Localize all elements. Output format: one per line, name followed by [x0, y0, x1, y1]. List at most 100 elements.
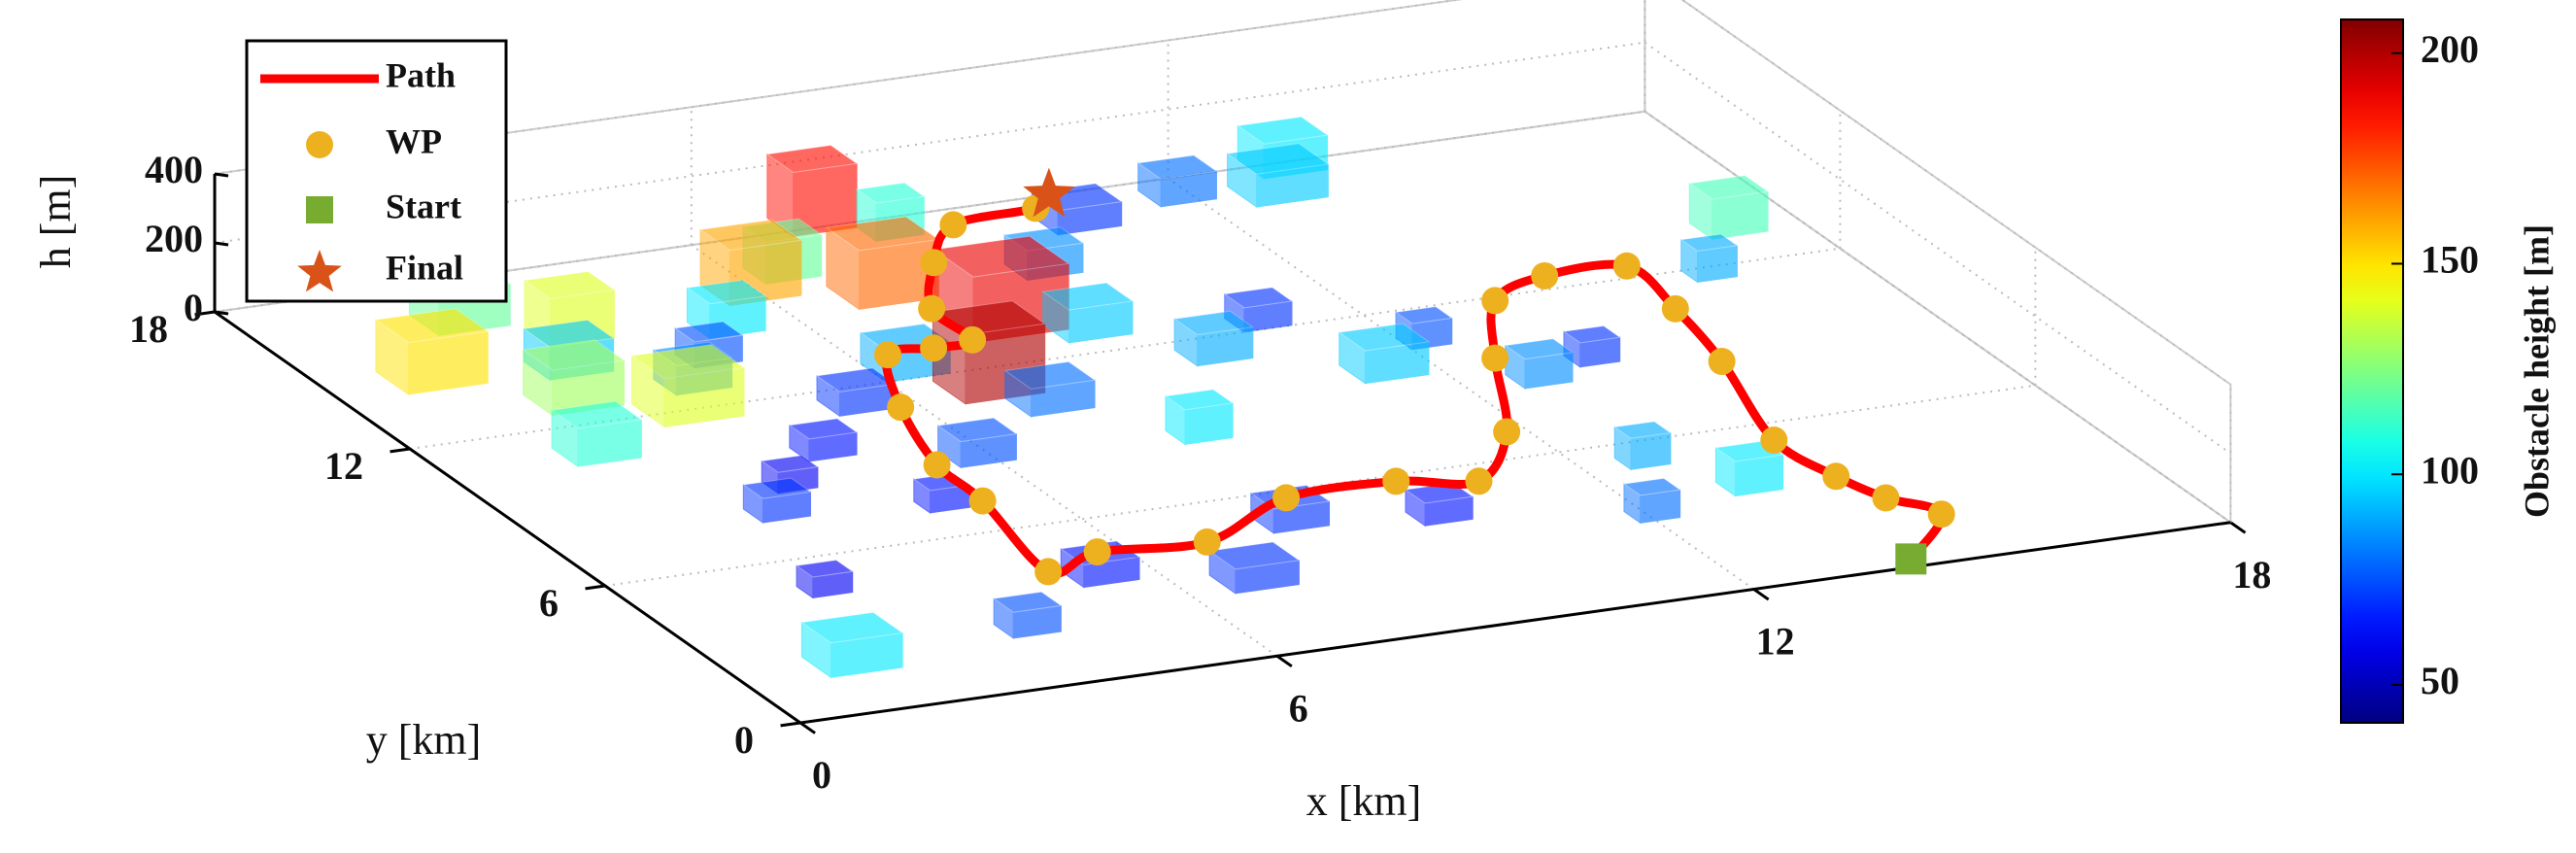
x-tick [2229, 521, 2247, 534]
y-tick-label: 0 [734, 718, 754, 762]
y-axis [214, 310, 801, 725]
obstacle [1622, 477, 1681, 525]
colorbar-tick-label: 100 [2421, 448, 2479, 492]
y-tick [780, 721, 801, 728]
legend-label: Start [386, 187, 461, 225]
waypoint [1612, 252, 1641, 280]
x-tick [1275, 655, 1293, 668]
colorbar-tick-label: 200 [2421, 27, 2479, 71]
obstacle-top [550, 400, 643, 429]
obstacle [1612, 421, 1673, 471]
waypoint [1272, 484, 1301, 512]
waypoint [1481, 287, 1509, 315]
z-tick-label: 200 [145, 217, 203, 260]
obstacle-top [855, 182, 926, 204]
obstacle [1338, 323, 1431, 385]
colorbar-tick-label: 50 [2421, 659, 2459, 702]
obstacle-top [1223, 287, 1294, 309]
obstacle-top [1679, 233, 1739, 252]
obstacle-top [1237, 116, 1329, 145]
x-tick-label: 0 [812, 753, 831, 797]
obstacle [1164, 389, 1235, 446]
obstacle-top [1207, 541, 1301, 570]
waypoint [1872, 484, 1900, 512]
waypoint [887, 393, 915, 422]
waypoint [1493, 418, 1521, 446]
obstacle-top [788, 418, 859, 440]
waypoint [920, 334, 948, 362]
grid-line [1680, 0, 2231, 386]
obstacle-top [932, 235, 1070, 278]
obstacle-top [630, 344, 746, 380]
obstacle-top [742, 477, 812, 499]
obstacle-top [795, 560, 855, 578]
obstacle [815, 367, 898, 418]
obstacle-front [1735, 454, 1784, 497]
waypoint [959, 325, 987, 354]
obstacle [1207, 541, 1301, 595]
waypoint [1382, 467, 1410, 495]
obstacle-top [1562, 324, 1622, 344]
obstacle [1041, 282, 1135, 344]
waypoint [1708, 348, 1736, 376]
waypoint [968, 487, 997, 515]
obstacle [992, 591, 1063, 639]
obstacle-top [523, 270, 616, 299]
y-tick-label: 12 [324, 444, 363, 488]
obstacle-front [1630, 431, 1672, 470]
waypoint [1661, 294, 1689, 323]
obstacle-top [374, 308, 490, 344]
obstacle-top [673, 321, 744, 343]
waypoint [1465, 467, 1493, 495]
obstacle [1226, 143, 1330, 208]
obstacle [550, 400, 643, 468]
waypoint [920, 249, 948, 277]
obstacle [760, 455, 820, 495]
obstacle [630, 344, 746, 428]
colorbar-label: Obstacle height [m] [2517, 224, 2556, 518]
legend-box [245, 39, 508, 303]
grid-line [1168, 177, 1755, 591]
y-tick [390, 447, 411, 454]
waypoint [923, 451, 951, 479]
final-marker [1023, 167, 1075, 218]
legend-start-symbol [306, 196, 333, 223]
obstacle [788, 418, 859, 462]
obstacle-front [1712, 190, 1769, 240]
obstacle-top [1136, 154, 1218, 180]
legend-label: Path [386, 55, 456, 94]
legend-wp-symbol [306, 131, 333, 158]
grid-line [1644, 110, 2231, 524]
obstacle-top [992, 591, 1063, 613]
grid-line [1644, 41, 2231, 455]
z-tick-label: 0 [184, 286, 203, 329]
x-tick-label: 18 [2232, 553, 2271, 597]
y-tick [194, 310, 216, 317]
waypoint [1760, 426, 1788, 455]
obstacle-top [1164, 389, 1235, 411]
obstacle [742, 477, 812, 524]
obstacle-front [1184, 402, 1234, 445]
y-axis-label: y [km] [366, 716, 482, 764]
obstacle-top [1041, 282, 1135, 311]
obstacle-top [698, 219, 803, 252]
obstacle [374, 308, 490, 395]
obstacle [1003, 360, 1097, 418]
obstacle [1687, 175, 1770, 240]
start-marker [1895, 543, 1927, 575]
legend-final-symbol [297, 250, 342, 292]
colorbar-tick-label: 150 [2421, 238, 2479, 282]
legend-label: WP [386, 121, 442, 160]
x-axis-label: x [km] [1306, 777, 1422, 825]
obstacle [1504, 338, 1575, 390]
obstacle-top [1622, 477, 1681, 496]
z-tick [214, 172, 229, 178]
x-tick [799, 721, 816, 734]
obstacle [800, 611, 904, 679]
obstacle [1172, 310, 1255, 367]
obstacle-top [815, 367, 898, 392]
obstacle [795, 560, 855, 599]
obstacle [1404, 482, 1474, 528]
y-tick [585, 584, 606, 591]
obstacle-top [1612, 421, 1673, 439]
